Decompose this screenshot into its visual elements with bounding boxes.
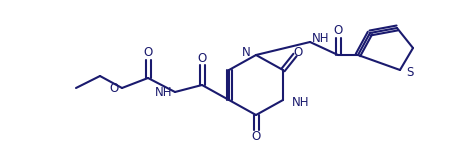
Text: N: N <box>242 47 251 59</box>
Text: NH: NH <box>154 85 172 98</box>
Text: O: O <box>333 24 342 37</box>
Text: O: O <box>110 82 119 95</box>
Text: NH: NH <box>312 32 329 45</box>
Text: S: S <box>406 66 414 79</box>
Text: O: O <box>198 51 207 64</box>
Text: NH: NH <box>292 96 310 109</box>
Text: O: O <box>252 130 261 143</box>
Text: O: O <box>293 47 302 59</box>
Text: O: O <box>144 47 153 59</box>
